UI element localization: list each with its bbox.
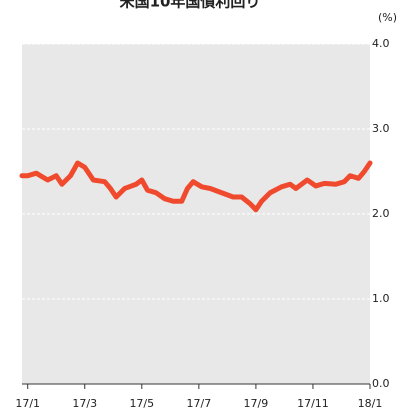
y-tick-label: 1.0 — [372, 292, 390, 305]
x-tick-label: 18/1 — [358, 397, 383, 410]
y-tick-label: 3.0 — [372, 122, 390, 135]
y-axis-unit: (%) — [378, 11, 397, 24]
y-tick-label: 4.0 — [372, 37, 390, 50]
x-tick-label: 17/11 — [297, 397, 329, 410]
x-tick-label: 17/7 — [187, 397, 212, 410]
y-tick-label: 0.0 — [372, 377, 390, 390]
x-tick-label: 17/5 — [129, 397, 154, 410]
line-series — [19, 160, 373, 213]
x-tick-label: 17/9 — [244, 397, 269, 410]
y-tick-label: 2.0 — [372, 207, 390, 220]
chart-title: 米国10年国債利回り — [120, 0, 261, 11]
x-tick-label: 17/3 — [72, 397, 97, 410]
x-tick-label: 17/1 — [15, 397, 40, 410]
